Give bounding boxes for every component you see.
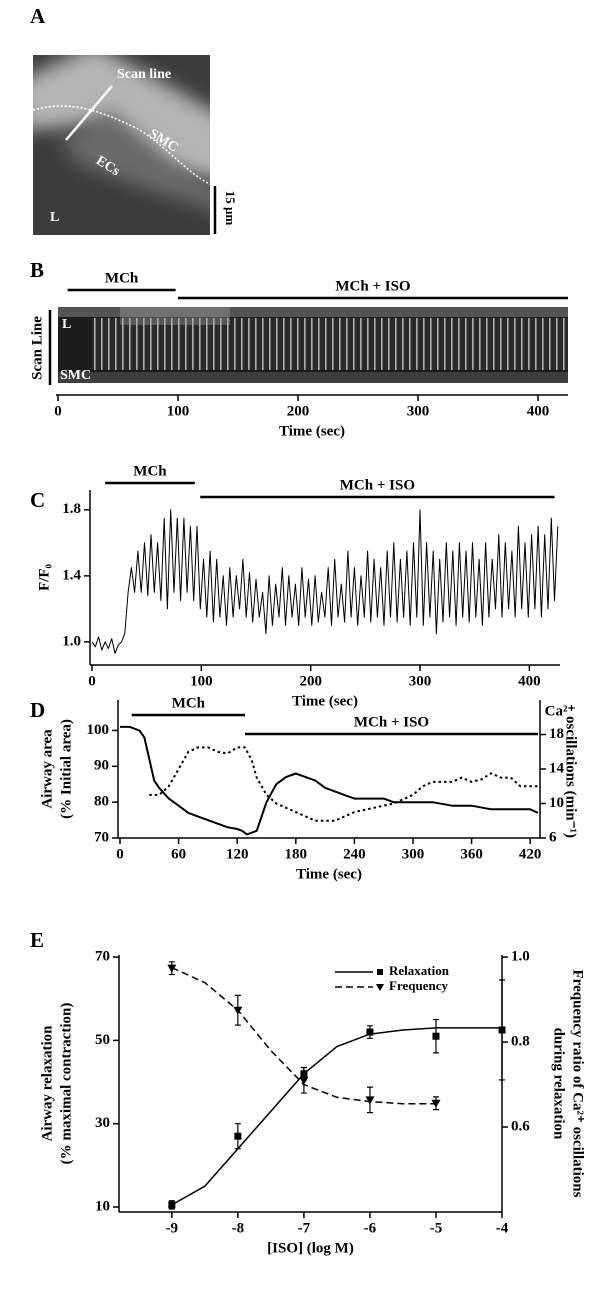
image-label: Scan line: [117, 67, 171, 82]
y-tick-label: 1.4: [62, 567, 81, 583]
y2-axis-label: Frequency ratio of Ca²⁺ oscillations: [570, 970, 586, 1198]
period-label: MCh: [172, 695, 206, 711]
y-tick-label: 100: [87, 722, 110, 738]
marker: [366, 1028, 374, 1036]
y-tick-label: 18: [549, 726, 564, 742]
x-tick-label: 200: [287, 403, 310, 419]
x-tick-label: 300: [407, 403, 430, 419]
x-tick-label: 100: [190, 673, 213, 689]
marker: [299, 1076, 309, 1085]
y-axis-label: Scan Line: [29, 316, 45, 380]
scale-label: 15 µm: [223, 191, 238, 226]
y-tick-label: 6: [549, 829, 557, 845]
x-tick-label: -5: [430, 1220, 443, 1236]
period-label: MCh + ISO: [354, 714, 429, 730]
marker: [168, 1201, 176, 1209]
y2-axis-label: Ca²⁺: [545, 703, 576, 719]
y-axis-label: Airway relaxation: [39, 1025, 55, 1142]
x-tick-label: 0: [88, 673, 96, 689]
x-tick-label: -8: [232, 1220, 245, 1236]
legend-label: Frequency: [389, 978, 448, 993]
x-tick-label: 120: [226, 846, 249, 862]
x-tick-label: 180: [285, 846, 308, 862]
x-tick-label: -4: [496, 1220, 509, 1236]
row-label: SMC: [60, 368, 91, 383]
panel-letter: E: [30, 928, 44, 952]
x-tick-label: 300: [409, 673, 432, 689]
x-tick-label: 400: [518, 673, 541, 689]
y-axis-label: Airway area: [39, 729, 55, 809]
x-tick-label: -6: [364, 1220, 377, 1236]
x-tick-label: 420: [519, 846, 542, 862]
period-label: MCh: [133, 463, 167, 479]
panel-letter: A: [30, 4, 46, 28]
x-tick-label: 0: [116, 846, 124, 862]
x-tick-label: 300: [402, 846, 425, 862]
image-label: L: [50, 210, 59, 225]
legend-marker: [376, 984, 384, 991]
y-tick-label: 70: [95, 949, 110, 965]
y-tick-label: 90: [94, 758, 109, 774]
x-tick-label: 200: [299, 673, 322, 689]
period-label: MCh + ISO: [340, 477, 415, 493]
series-line: [149, 746, 538, 822]
marker: [234, 1132, 242, 1140]
legend-label: Relaxation: [389, 963, 450, 978]
y-axis-label: (% Initial area): [58, 719, 74, 819]
y-tick-label: 14: [549, 760, 565, 776]
x-tick-label: 0: [54, 403, 62, 419]
y-tick-label: 30: [95, 1115, 110, 1131]
period-label: MCh + ISO: [335, 278, 410, 294]
period-label: MCh: [105, 270, 139, 286]
x-axis-label: Time (sec): [296, 866, 362, 882]
marker: [498, 1026, 506, 1034]
panel-letter: B: [30, 258, 44, 282]
y-tick-label: 1.0: [511, 949, 530, 965]
panel-letter: D: [30, 698, 45, 722]
trace: [91, 509, 559, 654]
x-tick-label: 360: [460, 846, 483, 862]
marker: [233, 1006, 243, 1015]
x-axis-label: Time (sec): [292, 693, 358, 709]
x-tick-label: 400: [527, 403, 550, 419]
marker: [365, 1096, 375, 1105]
x-tick-label: 60: [171, 846, 186, 862]
y2-axis-label: during relaxation: [551, 1028, 567, 1140]
y-axis-label: F/F₀: [36, 564, 52, 591]
row-label: L: [62, 317, 71, 332]
y-tick-label: 70: [94, 829, 109, 845]
y-tick-label: 10: [95, 1198, 110, 1214]
y-tick-label: 80: [94, 794, 109, 810]
fit-curve: [171, 1027, 502, 1206]
y-tick-label: 0.6: [511, 1118, 530, 1134]
x-tick-label: 240: [343, 846, 366, 862]
x-tick-label: -7: [298, 1220, 311, 1236]
marker: [167, 964, 177, 973]
y-tick-label: 0.8: [511, 1034, 530, 1050]
y-tick-label: 50: [95, 1032, 110, 1048]
panel-letter: C: [30, 488, 45, 512]
x-tick-label: 100: [167, 403, 190, 419]
x-axis-label: Time (sec): [279, 423, 345, 439]
micrograph: [33, 55, 210, 235]
marker: [431, 1099, 441, 1108]
y-axis-label: (% maximal contraction): [58, 1003, 74, 1165]
kymograph: [58, 307, 568, 383]
y-tick-label: 1.0: [62, 633, 81, 649]
x-axis-label: [ISO] (log M): [267, 1240, 354, 1256]
y-tick-label: 1.8: [62, 501, 81, 517]
y-tick-label: 10: [549, 795, 564, 811]
marker: [432, 1032, 440, 1040]
series-line: [120, 725, 539, 836]
y2-axis-label: oscillations (min⁻¹): [563, 716, 579, 838]
x-tick-label: -9: [166, 1220, 179, 1236]
legend-marker: [377, 969, 383, 975]
